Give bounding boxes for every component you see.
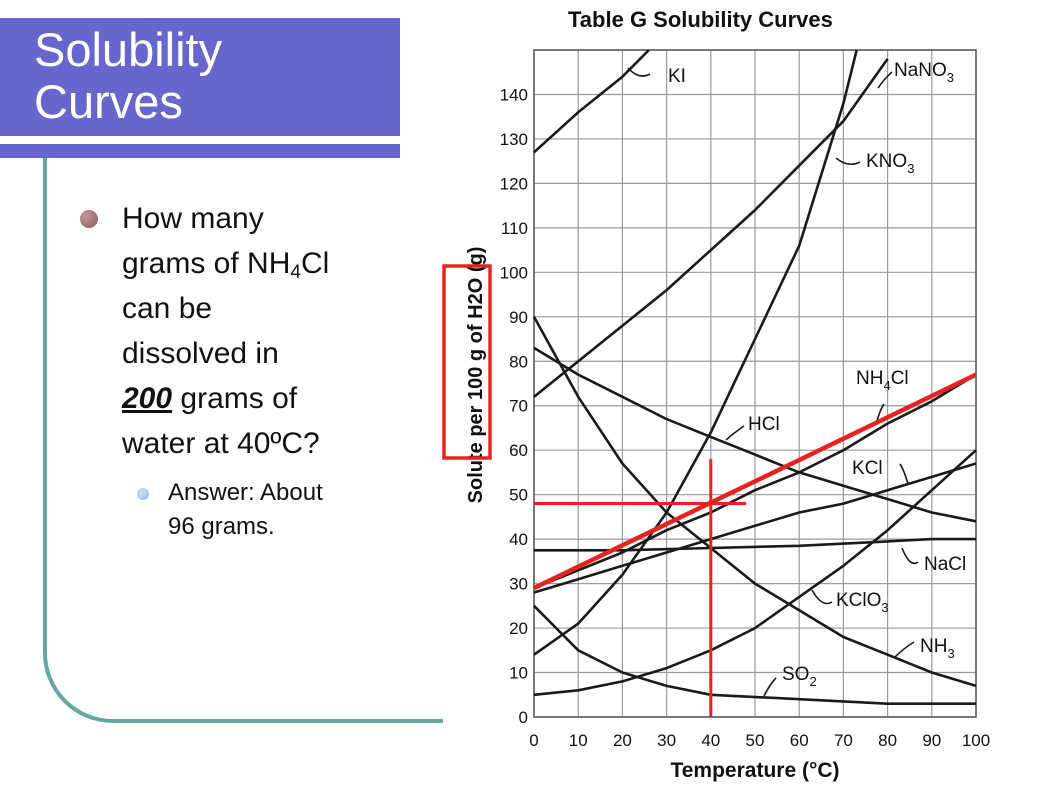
y-tick-label: 70 <box>509 397 528 416</box>
x-tick-label: 10 <box>569 731 588 750</box>
curve-label-text: KI <box>668 66 686 87</box>
curve-label-text: HCl <box>748 414 780 435</box>
curve-label-nano3: NaNO3 <box>877 60 954 89</box>
title-line-1: Solubility <box>34 23 223 76</box>
x-tick-label: 50 <box>746 731 765 750</box>
question-bullet: How many grams of NH4Cl can be dissolved… <box>80 196 410 466</box>
x-tick-label: 60 <box>790 731 809 750</box>
curve-label-text: NH4Cl <box>856 368 909 393</box>
y-tick-label: 90 <box>509 308 528 327</box>
curve-kclo3 <box>533 449 977 697</box>
curve-label-text: NaCl <box>924 554 966 575</box>
question-text: grams of NH <box>122 247 291 280</box>
curve-label-nh3: NH3 <box>893 636 955 661</box>
plot-frame <box>533 49 977 718</box>
curve-hcl <box>533 346 977 523</box>
curve-label-text: KCl <box>852 458 883 479</box>
title-underline <box>0 144 400 158</box>
question-line: How many <box>122 202 264 235</box>
question-line: dissolved in <box>122 337 279 370</box>
label-leader-line <box>893 641 915 659</box>
curve-label-kno3: KNO3 <box>835 151 914 176</box>
curve-label-so2: SO2 <box>763 664 817 697</box>
curve-label-text: KNO3 <box>866 151 914 176</box>
answer-line: Answer: About <box>168 479 323 506</box>
curve-kcl <box>533 462 977 594</box>
label-leader-line <box>835 157 861 166</box>
curve-label-nacl: NaCl <box>901 547 966 575</box>
x-tick-label: 20 <box>613 731 632 750</box>
label-leader-line <box>627 67 651 77</box>
bullet-list: How many grams of NH4Cl can be dissolved… <box>80 196 410 544</box>
slide-title: Solubility Curves <box>0 18 400 136</box>
solubility-chart: 0 10 20 30 40 50 60 70 80 90 100 0 10 20 30 40 50 60 70 80 9… <box>442 7 990 782</box>
y-tick-label: 80 <box>509 352 528 371</box>
label-leader-line <box>725 425 745 441</box>
label-leader-line <box>899 463 909 485</box>
y-tick-label: 130 <box>500 130 528 149</box>
answer-bullet: Answer: About 96 grams. <box>80 476 410 544</box>
y-axis-label: Solute per 100 g of H2O (g) <box>465 247 487 504</box>
highlight-nh4cl-line <box>533 372 977 591</box>
y-tick-label: 110 <box>501 219 528 238</box>
bullet-dot-icon <box>80 210 98 228</box>
question-line: 200 grams of <box>122 376 410 421</box>
curve-label-text: KClO3 <box>836 590 889 615</box>
question-subscript: 4 <box>290 262 301 283</box>
y-tick-label: 40 <box>509 530 528 549</box>
x-tick-label: 100 <box>962 731 990 750</box>
title-line-2: Curves <box>34 75 183 128</box>
curve-label-text: SO2 <box>782 664 817 689</box>
y-tick-label: 120 <box>500 174 528 193</box>
curve-label-text: NaNO3 <box>894 60 954 85</box>
question-emphasis: 200 <box>122 382 173 415</box>
x-tick-label: 90 <box>922 731 941 750</box>
slide-frame-curve <box>43 158 443 723</box>
x-tick-label: 80 <box>878 731 897 750</box>
curve-label-kclo3: KClO3 <box>811 589 889 615</box>
y-tick-label: 60 <box>509 441 528 460</box>
highlight-ylabel-box <box>442 264 492 460</box>
label-leader-line <box>877 71 893 89</box>
question-line: can be <box>122 292 213 325</box>
question-line: water at 40ºC? <box>122 427 320 460</box>
y-tick-label: 0 <box>519 708 528 727</box>
curve-label-ki: KI <box>627 66 686 87</box>
x-tick-label: 40 <box>701 731 720 750</box>
x-axis-label: Temperature (°C) <box>670 759 839 782</box>
curve-kno3 <box>533 49 858 656</box>
curve-label-text: NH3 <box>920 636 955 661</box>
curve-nano3 <box>533 58 889 398</box>
question-text: Cl <box>300 247 330 280</box>
label-leader-line <box>763 677 777 697</box>
curve-label-kcl: KCl <box>852 458 909 485</box>
label-leader-line <box>901 547 919 565</box>
y-tick-label: 140 <box>500 85 528 104</box>
y-tick-label: 30 <box>509 575 528 594</box>
curve-nacl <box>534 537 976 552</box>
curve-ki <box>533 49 650 154</box>
chart-title: Table G Solubility Curves <box>568 7 833 32</box>
curve-nh3 <box>532 316 977 688</box>
x-tick-label: 30 <box>657 731 676 750</box>
curve-label-nh4cl: NH4Cl <box>856 368 909 425</box>
x-tick-label: 0 <box>529 731 538 750</box>
sub-bullet-dot-icon <box>137 488 149 500</box>
label-leader-line <box>811 589 833 605</box>
curve-so2 <box>533 604 976 705</box>
answer-line: 96 grams. <box>168 513 275 540</box>
y-tick-label: 50 <box>509 486 528 505</box>
curve-nh4cl <box>533 373 977 590</box>
y-tick-label: 100 <box>500 263 528 282</box>
question-line: grams of NH4Cl <box>122 241 410 286</box>
curve-label-hcl: HCl <box>725 414 780 441</box>
y-tick-label: 20 <box>509 619 528 638</box>
question-text: grams of <box>172 382 298 415</box>
x-tick-label: 70 <box>834 731 853 750</box>
y-tick-label: 10 <box>509 664 528 683</box>
